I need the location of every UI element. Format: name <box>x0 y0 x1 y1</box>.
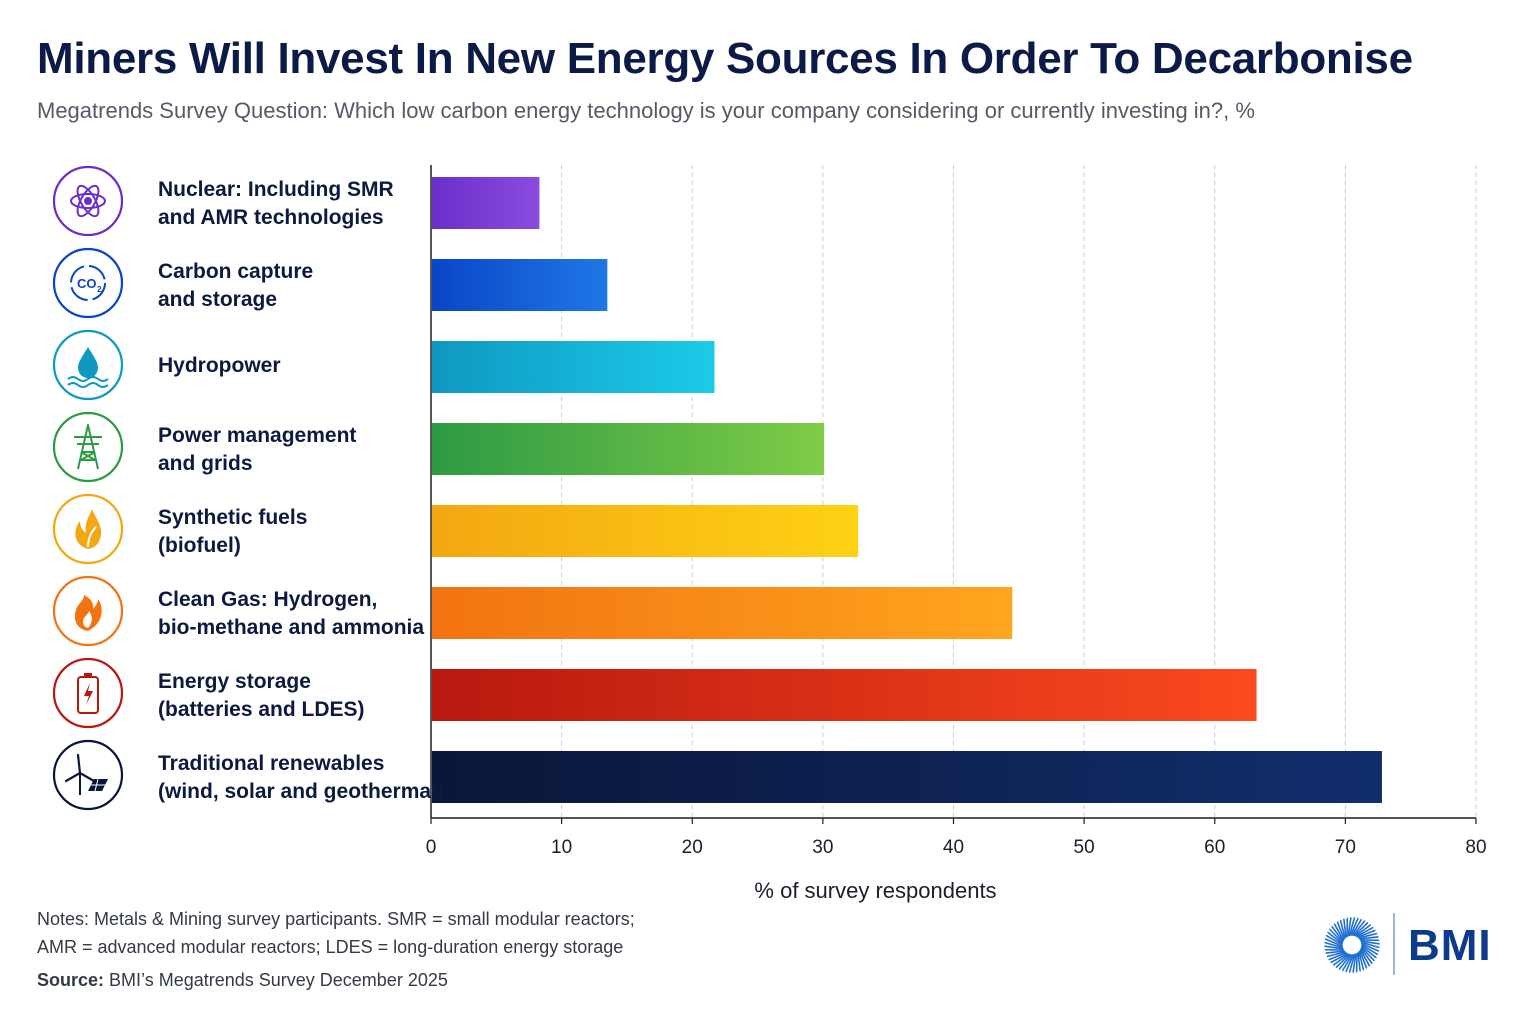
logo-divider <box>1393 913 1395 975</box>
svg-text:2: 2 <box>97 285 102 294</box>
x-tick-label: 0 <box>426 837 437 858</box>
notes-line-2: AMR = advanced modular reactors; LDES = … <box>37 937 624 957</box>
svg-text:CO: CO <box>77 276 97 291</box>
chart-notes: Notes: Metals & Mining survey participan… <box>37 905 635 961</box>
bars <box>432 177 1382 803</box>
bmi-sunburst-icon <box>1324 917 1380 973</box>
chart-source: Source: BMI’s Megatrends Survey December… <box>37 970 448 991</box>
bar-5 <box>432 505 859 557</box>
category-icons: CO 2 <box>52 165 124 811</box>
category-label: Power management and grids <box>158 424 356 475</box>
bar-3 <box>432 341 715 393</box>
bar-6 <box>432 587 1013 639</box>
bar-8 <box>432 751 1382 803</box>
category-label: Synthetic fuels (biofuel) <box>158 506 307 557</box>
x-axis-title: % of survey respondents <box>754 878 996 903</box>
pylon-icon <box>52 411 124 483</box>
atom-icon <box>52 165 124 237</box>
category-label: Traditional renewables (wind, solar and g… <box>158 752 444 803</box>
logo-text: BMI <box>1408 921 1492 970</box>
leaf-flame-icon <box>52 493 124 565</box>
bar-1 <box>432 177 540 229</box>
x-tick-label: 50 <box>1074 837 1095 858</box>
x-axis-ticks: 0 10 20 30 40 50 60 70 80 <box>426 818 1487 858</box>
flame-icon <box>52 575 124 647</box>
category-labels: Nuclear: Including SMR and AMR technologi… <box>158 178 444 803</box>
category-label: Clean Gas: Hydrogen, bio-methane and ammo… <box>158 588 424 639</box>
x-tick-label: 80 <box>1465 837 1486 858</box>
bar-7 <box>432 669 1257 721</box>
bar-2 <box>432 259 608 311</box>
chart-subtitle: Megatrends Survey Question: Which low ca… <box>37 98 1255 123</box>
x-tick-label: 10 <box>551 837 572 858</box>
bar-4 <box>432 423 825 475</box>
x-tick-label: 20 <box>682 837 703 858</box>
category-label: Energy storage (batteries and LDES) <box>158 670 365 721</box>
x-tick-label: 30 <box>812 837 833 858</box>
water-drop-icon <box>52 329 124 401</box>
category-label: Nuclear: Including SMR and AMR technologi… <box>158 178 394 229</box>
bar-chart: CO 2 Nuclear: Including SMR and AMR techno… <box>52 165 1487 903</box>
source-label: Source: <box>37 970 105 990</box>
chart-title: Miners Will Invest In New Energy Sources… <box>37 34 1413 83</box>
x-tick-label: 60 <box>1204 837 1225 858</box>
wind-solar-icon <box>52 739 124 811</box>
battery-icon <box>52 657 124 729</box>
category-label: Hydropower <box>158 354 281 377</box>
x-tick-label: 40 <box>943 837 964 858</box>
notes-line-1: Notes: Metals & Mining survey participan… <box>37 909 635 929</box>
x-tick-label: 70 <box>1335 837 1356 858</box>
co2-icon: CO 2 <box>52 247 124 319</box>
category-label: Carbon capture and storage <box>158 260 313 311</box>
source-text: BMI’s Megatrends Survey December 2025 <box>104 970 448 990</box>
